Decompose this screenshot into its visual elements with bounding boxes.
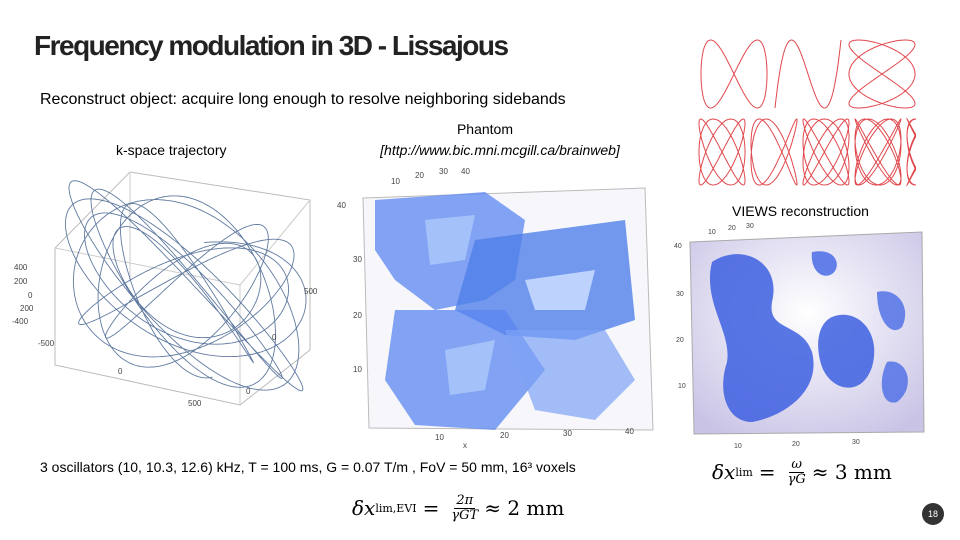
acquisition-parameters: 3 oscillators (10, 10.3, 12.6) kHz, T = … bbox=[40, 459, 576, 475]
views-tick-label: 20 bbox=[676, 337, 684, 344]
kspace-tick-label: 0 bbox=[272, 333, 277, 342]
phantom-tick-label: 10 bbox=[435, 433, 444, 442]
formula-rhs: ≈ 3 mm bbox=[811, 460, 892, 485]
kspace-box-edge bbox=[54, 247, 241, 286]
kspace-box-edge bbox=[239, 199, 311, 286]
formula-evi-resolution: δx lim,EVI = 2π γGT ≈ 2 mm bbox=[352, 494, 564, 522]
kspace-trajectory-curve bbox=[64, 180, 307, 392]
phantom-tick-label: 30 bbox=[563, 429, 572, 438]
kspace-tick-label: 0 bbox=[28, 291, 33, 300]
formula-lhs-subscript: lim bbox=[735, 465, 753, 479]
lissajous-curve bbox=[848, 39, 916, 109]
formula-equals: = bbox=[758, 460, 776, 485]
phantom-title: Phantom bbox=[456, 121, 514, 137]
formula-fraction: ω γG bbox=[788, 458, 806, 486]
formula-rhs: ≈ 2 mm bbox=[484, 496, 565, 521]
lissajous-curve bbox=[774, 39, 842, 109]
kspace-tick-label: 200 bbox=[14, 277, 28, 286]
phantom-tick-label: 10 bbox=[353, 365, 362, 374]
phantom-tick-label: 20 bbox=[415, 171, 424, 180]
phantom-tick-label: 40 bbox=[625, 427, 634, 436]
phantom-tick-label: 10 bbox=[391, 177, 400, 186]
views-tick-label: 40 bbox=[674, 243, 682, 250]
kspace-tick-label: -400 bbox=[12, 317, 29, 326]
phantom-tick-label: 40 bbox=[461, 167, 470, 176]
phantom-tick-label: 20 bbox=[500, 431, 509, 440]
lissajous-curve bbox=[906, 117, 916, 187]
formula-denominator: γG bbox=[787, 471, 806, 487]
kspace-tick-label: 500 bbox=[304, 287, 318, 296]
slide-subtitle: Reconstruct object: acquire long enough … bbox=[40, 91, 566, 108]
phantom-tissue bbox=[375, 192, 635, 430]
slide-title: Frequency modulation in 3D - Lissajous bbox=[34, 30, 509, 61]
formula-lhs-variable: δx bbox=[712, 460, 736, 485]
formula-numerator: 2π bbox=[454, 493, 476, 509]
views-tick-label: 10 bbox=[734, 443, 742, 450]
views-tick-label: 30 bbox=[852, 439, 860, 446]
formula-resolution-limit: δx lim = ω γG ≈ 3 mm bbox=[712, 458, 892, 486]
views-reconstruction-render: 40 30 20 10 10 20 30 10 20 30 bbox=[674, 223, 925, 450]
kspace-tick-label: 0 bbox=[246, 387, 251, 396]
kspace-tick-label: -500 bbox=[38, 339, 55, 348]
phantom-tick-label: 30 bbox=[353, 255, 362, 264]
views-tick-label: 20 bbox=[792, 441, 800, 448]
views-label: VIEWS reconstruction bbox=[732, 203, 869, 219]
lissajous-curve bbox=[802, 118, 850, 186]
formula-fraction: 2π γGT bbox=[451, 494, 478, 522]
lissajous-curve bbox=[750, 118, 798, 186]
slide-number-badge: 18 bbox=[922, 503, 944, 525]
phantom-axis-label: x bbox=[463, 441, 467, 450]
kspace-tick-label: 200 bbox=[20, 304, 34, 313]
views-tick-label: 10 bbox=[678, 383, 686, 390]
formula-equals: = bbox=[422, 496, 440, 521]
lissajous-curves bbox=[698, 39, 916, 187]
phantom-tick-label: 30 bbox=[439, 167, 448, 176]
lissajous-curve bbox=[700, 39, 768, 109]
kspace-tick-label: 400 bbox=[14, 263, 28, 272]
lissajous-figures bbox=[698, 39, 916, 187]
views-blobs bbox=[709, 251, 908, 422]
phantom-tick-label: 40 bbox=[337, 201, 346, 210]
phantom-volume-render: 40 30 20 10 10 20 30 40 10 20 30 40 x bbox=[337, 167, 654, 450]
phantom-url: [http://www.bic.mni.mcgill.ca/brainweb] bbox=[380, 142, 620, 158]
kspace-label: k-space trajectory bbox=[116, 142, 227, 158]
formula-numerator: ω bbox=[789, 457, 804, 473]
formula-lhs-variable: δx bbox=[352, 496, 376, 521]
views-tick-label: 20 bbox=[728, 225, 736, 232]
kspace-trajectory-lines bbox=[64, 180, 307, 392]
kspace-trajectory-plot: 400 200 0 200 -400 -500 0 0 500 500 0 bbox=[12, 171, 318, 408]
kspace-tick-label: 500 bbox=[188, 399, 202, 408]
formula-denominator: γGT bbox=[451, 507, 479, 523]
phantom-tick-label: 20 bbox=[353, 311, 362, 320]
views-tick-label: 30 bbox=[676, 291, 684, 298]
views-tick-label: 10 bbox=[708, 229, 716, 236]
lissajous-curve bbox=[698, 118, 746, 186]
kspace-tick-label: 0 bbox=[118, 367, 123, 376]
lissajous-curve bbox=[854, 118, 902, 186]
views-tick-label: 30 bbox=[746, 223, 754, 230]
formula-lhs-subscript: lim,EVI bbox=[375, 501, 417, 515]
